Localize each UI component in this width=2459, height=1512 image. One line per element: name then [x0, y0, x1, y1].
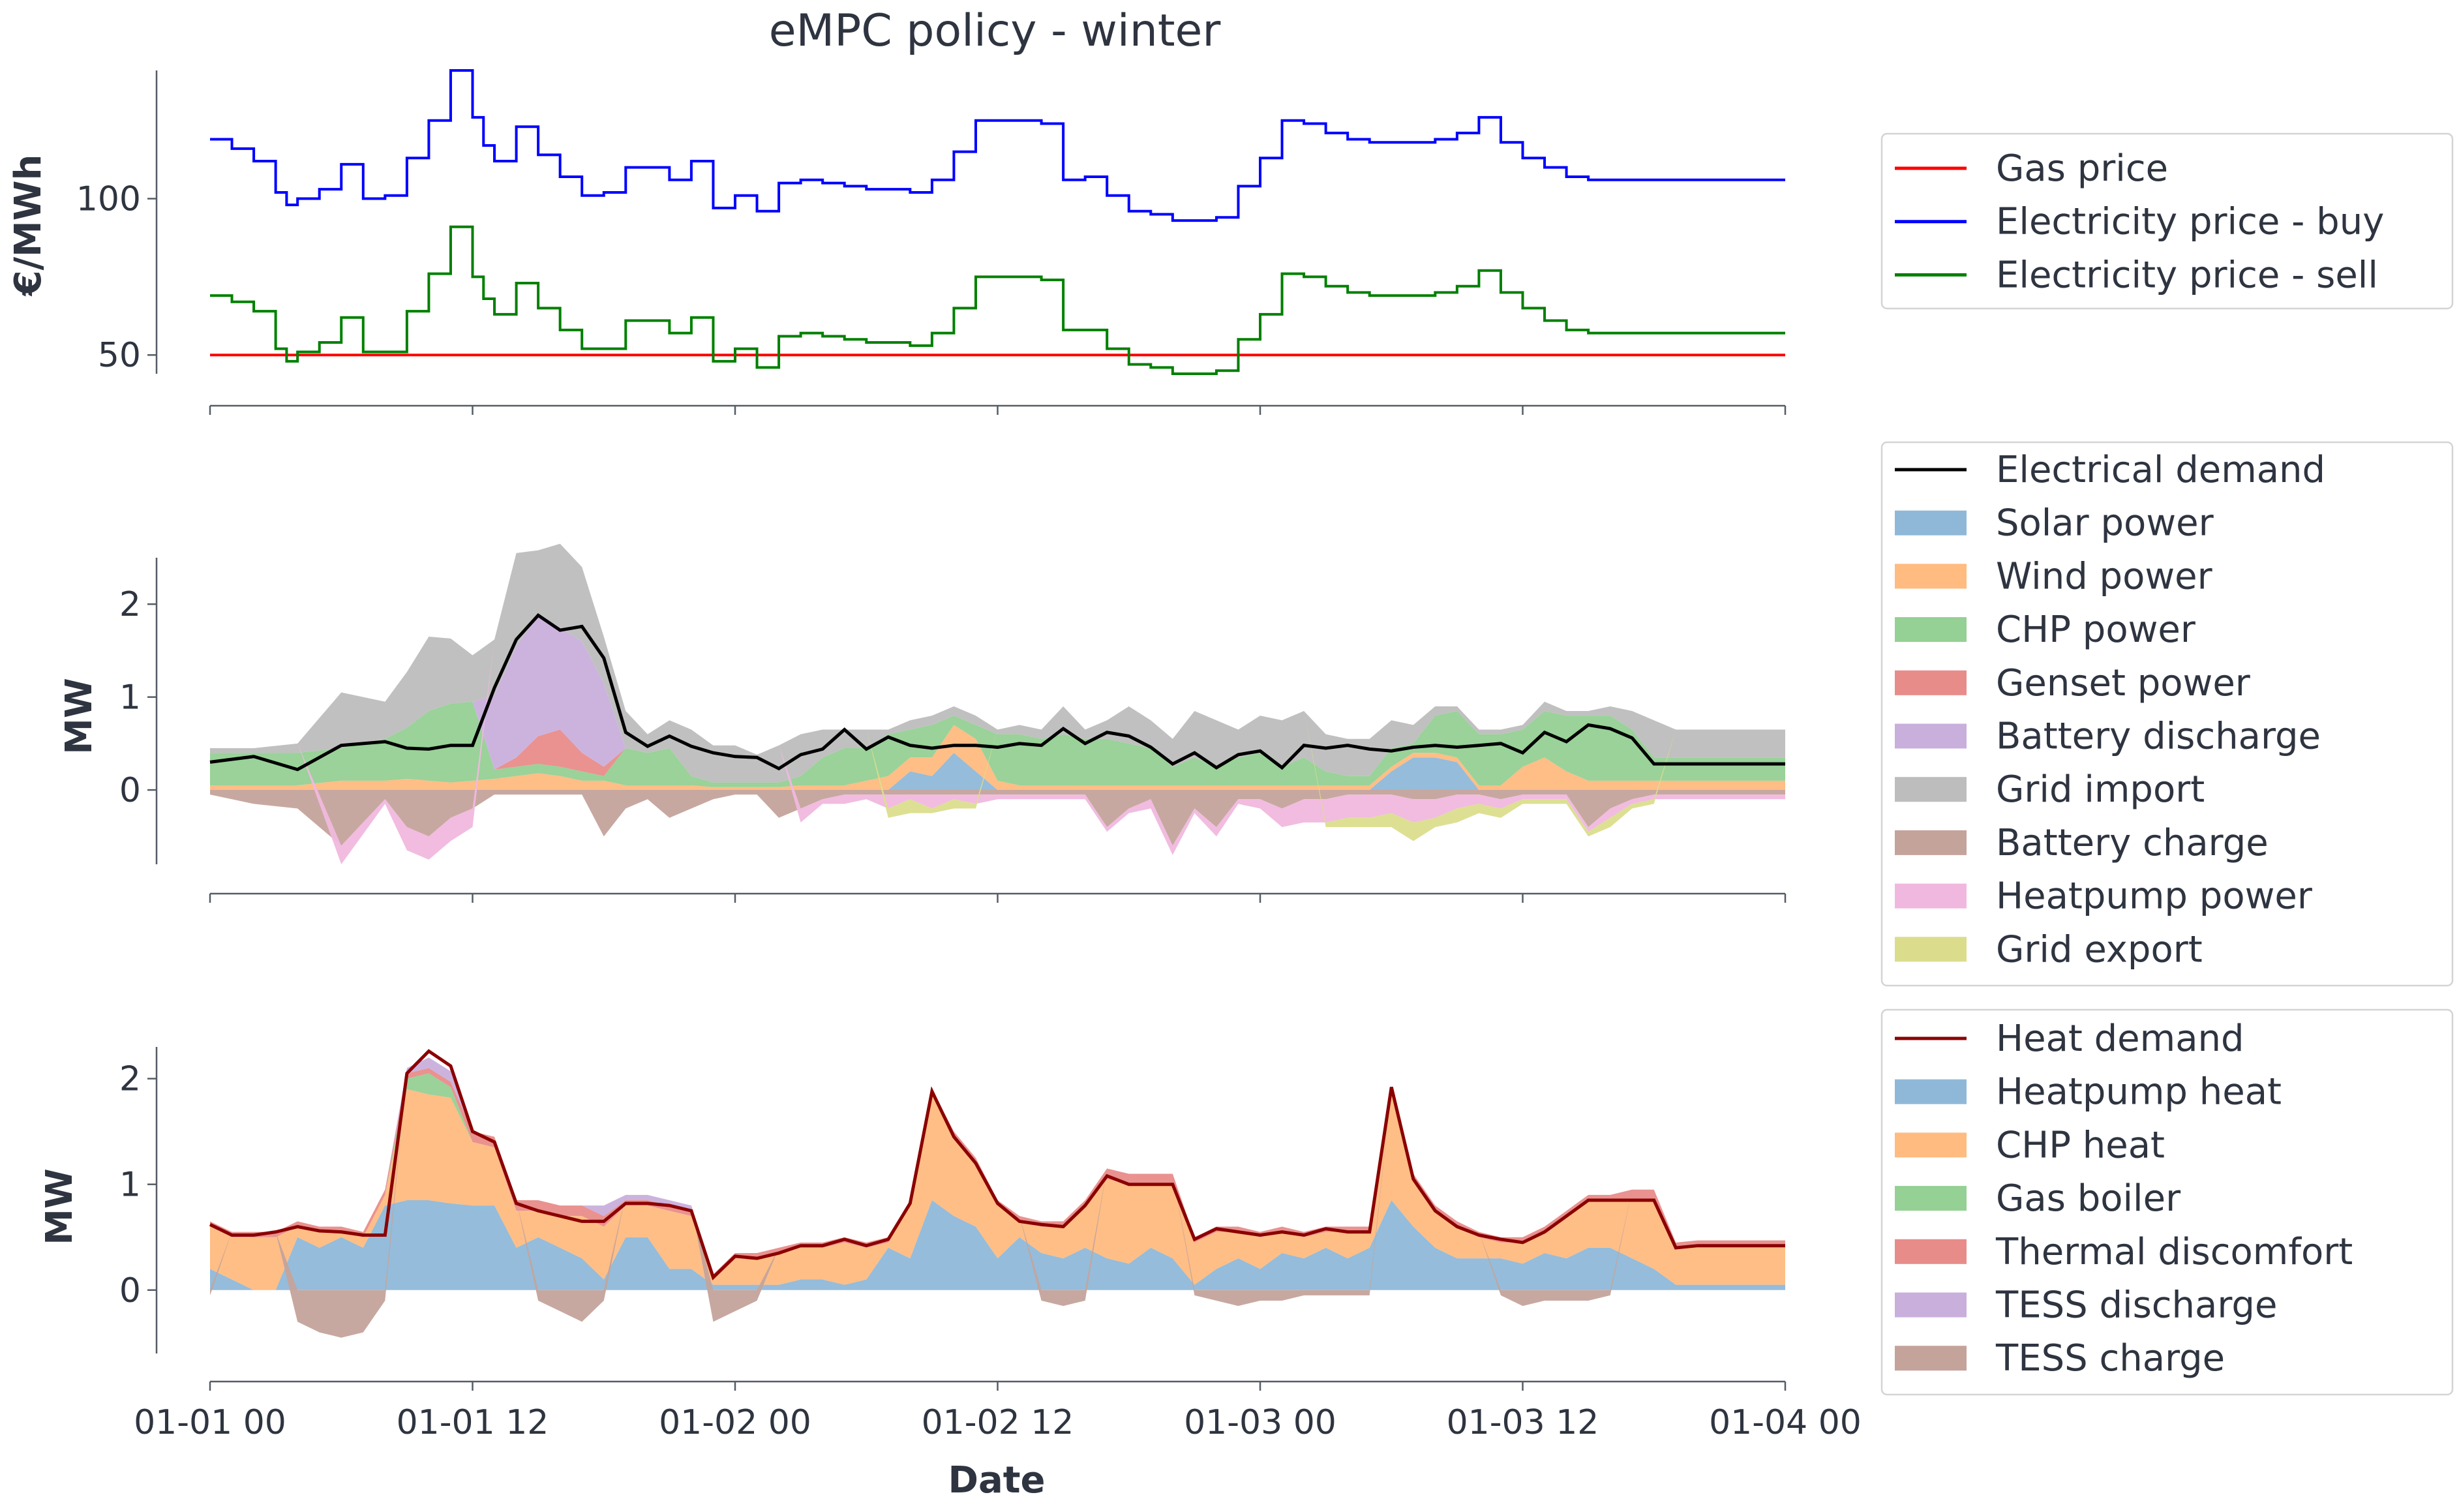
legend-swatch-battery-discharge	[1895, 723, 1967, 749]
y-tick-label: 0	[119, 771, 141, 810]
series-electricity-price-sell	[210, 225, 1785, 375]
price-y-ticks: 50 100	[76, 180, 157, 375]
legend-label-electricity-price-sell: Electricity price - sell	[1996, 254, 2378, 296]
legend-label-chp-heat: CHP heat	[1996, 1124, 2165, 1166]
area-wind-power	[210, 725, 1785, 791]
electrical-x-ticks	[209, 894, 1787, 903]
area-grid-export	[210, 543, 1785, 841]
area-solar-power	[210, 753, 1785, 791]
x-axis-label: Date	[948, 1459, 1045, 1502]
y-tick-label: 1	[119, 678, 141, 718]
legend-label-electricity-price-buy: Electricity price - buy	[1996, 201, 2384, 243]
legend-swatch-thermal-discomfort	[1895, 1239, 1967, 1264]
x-tick-label: 01-01 00	[134, 1403, 286, 1442]
legend-label-tess-charge: TESS charge	[1995, 1337, 2225, 1380]
legend-label-heatpump-power: Heatpump power	[1996, 875, 2313, 918]
legend-label-grid-import: Grid import	[1996, 768, 2205, 811]
y-tick-label: 100	[76, 180, 141, 219]
electrical-legend-box	[1880, 441, 2454, 987]
x-tick-label: 01-02 12	[922, 1403, 1074, 1442]
price-legend: Gas price Electricity price - buy Electric…	[1880, 132, 2454, 310]
area-battery-discharge	[210, 615, 1785, 783]
area-chp-heat	[210, 1089, 1785, 1290]
electrical-series-group	[209, 543, 1785, 864]
y-tick-label: 50	[98, 336, 141, 375]
price-y-label: €/MWh	[7, 155, 50, 297]
legend-swatch-genset-power	[1895, 670, 1967, 695]
legend-label-tess-discharge: TESS discharge	[1995, 1284, 2277, 1327]
x-tick-label: 01-04 00	[1709, 1403, 1862, 1442]
legend-swatch-chp-power	[1895, 617, 1967, 643]
price-series-group	[210, 69, 1785, 375]
legend-swatch-wind-power	[1895, 564, 1967, 589]
y-tick-label: 2	[119, 585, 141, 624]
area-battery-charge	[210, 790, 1785, 846]
y-tick-label: 0	[119, 1271, 141, 1310]
heat-panel: 012 01-01 00 01-01 12 01-02 00 01-02 12 01-0…	[38, 1047, 1862, 1442]
legend-swatch-chp-heat	[1895, 1132, 1967, 1158]
series-electricity-price-buy	[210, 69, 1785, 222]
legend-label-wind-power: Wind power	[1996, 555, 2213, 597]
heat-series-group	[209, 1049, 1785, 1338]
price-legend-box	[1880, 132, 2454, 310]
heat-legend-box	[1880, 1008, 2454, 1396]
legend-label-solar-power: Solar power	[1996, 502, 2214, 545]
legend-label-gas-boiler: Gas boiler	[1996, 1177, 2181, 1220]
electrical-y-ticks: 0 1 2	[119, 585, 157, 810]
area-chp-power	[210, 701, 1785, 787]
legend-label-thermal-discomfort: Thermal discomfort	[1995, 1231, 2353, 1273]
legend-swatch-tess-charge	[1895, 1346, 1967, 1371]
price-x-ticks	[209, 406, 1787, 415]
legend-label-battery-charge: Battery charge	[1996, 822, 2269, 864]
y-tick-label: 2	[119, 1060, 141, 1099]
y-tick-label: 1	[119, 1166, 141, 1205]
legend-swatch-heatpump-heat	[1895, 1079, 1967, 1104]
heat-legend: Heat demand Heatpump heat CHP heat Gas boil…	[1880, 1008, 2454, 1396]
chart-title: eMPC policy - winter	[769, 5, 1221, 57]
area-tess-charge	[210, 1057, 1785, 1338]
electrical-legend: Electrical demand Solar power Wind power CH…	[1880, 441, 2454, 987]
legend-label-electrical-demand: Electrical demand	[1996, 449, 2325, 491]
legend-swatch-grid-import	[1895, 777, 1967, 802]
legend-label-heatpump-heat: Heatpump heat	[1996, 1071, 2282, 1113]
legend-label-heat-demand: Heat demand	[1996, 1018, 2244, 1060]
price-panel: 50 100 €/MWh	[7, 69, 1787, 415]
legend-swatch-solar-power	[1895, 510, 1967, 536]
area-grid-import	[210, 543, 1785, 783]
legend-label-battery-discharge: Battery discharge	[1996, 716, 2321, 758]
area-heatpump-heat	[210, 1200, 1785, 1290]
legend-label-grid-export: Grid export	[1996, 928, 2203, 971]
series-heat-demand	[209, 1049, 1785, 1280]
legend-swatch-grid-export	[1895, 937, 1967, 962]
heat-y-ticks: 0 1 2	[119, 1060, 157, 1310]
x-tick-label: 01-02 00	[659, 1403, 811, 1442]
legend-label-genset-power: Genset power	[1996, 662, 2251, 704]
heat-y-label: MW	[38, 1168, 81, 1245]
x-tick-label: 01-03 12	[1447, 1403, 1599, 1442]
x-tick-label: 01-01 12	[397, 1403, 549, 1442]
legend-swatch-heatpump-power	[1895, 883, 1967, 909]
legend-swatch-gas-boiler	[1895, 1186, 1967, 1211]
legend-swatch-battery-charge	[1895, 830, 1967, 855]
electrical-panel: 0 1 2 MW	[58, 543, 1787, 903]
electrical-y-label: MW	[58, 678, 100, 755]
series-electrical-demand	[209, 613, 1785, 772]
legend-swatch-tess-discharge	[1895, 1292, 1967, 1318]
x-tick-label: 01-03 00	[1184, 1403, 1336, 1442]
legend-label-chp-power: CHP power	[1996, 609, 2196, 651]
legend-label-gas-price: Gas price	[1996, 147, 2168, 190]
heat-x-ticks: 01-01 00 01-01 12 01-02 00 01-02 12 01-03 00…	[134, 1382, 1862, 1442]
